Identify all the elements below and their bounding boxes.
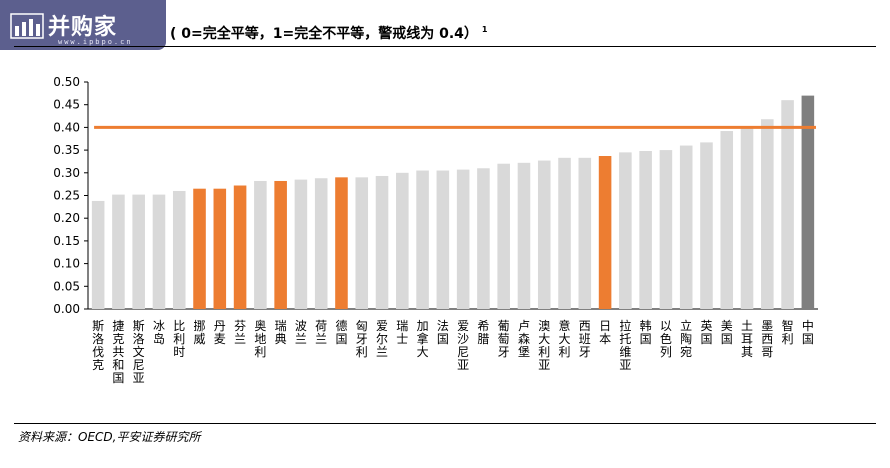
x-category-label: 斯洛文尼亚 — [133, 319, 145, 385]
bar — [537, 160, 551, 309]
x-category-label: 西班牙 — [579, 319, 591, 359]
bar — [477, 168, 490, 309]
y-tick-label: 0.20 — [53, 211, 80, 225]
building-chart-icon — [10, 13, 44, 39]
x-category-label: 立陶宛 — [680, 318, 692, 359]
x-category-label: 加拿大 — [417, 319, 429, 359]
x-category-label: 瑞典 — [275, 319, 287, 346]
x-category-label: 挪威 — [194, 319, 206, 346]
bar — [294, 179, 308, 309]
x-category-label: 日本 — [599, 319, 611, 346]
x-category-label: 英国 — [700, 319, 712, 346]
logo: 并购家 www.ipbpo.cn — [0, 0, 166, 50]
x-category-label: 匈牙利 — [356, 319, 368, 359]
x-category-label: 土耳其 — [741, 319, 753, 359]
bottom-rule — [14, 423, 876, 424]
bar — [152, 194, 166, 309]
y-tick-label: 0.10 — [53, 257, 80, 271]
bar — [91, 200, 105, 309]
y-axis: 0.00 0.05 0.10 0.15 0.20 0.25 0.30 0.35 0.40 0.45… — [53, 75, 818, 316]
bar — [355, 177, 369, 309]
y-tick-label: 0.25 — [53, 189, 80, 203]
bar — [598, 156, 612, 309]
bar-series — [91, 95, 815, 310]
logo-url: www.ipbpo.cn — [58, 38, 133, 46]
x-category-label: 芬兰 — [234, 319, 246, 346]
y-tick-label: 0.35 — [53, 143, 80, 157]
x-category-label: 意大利 — [559, 318, 571, 359]
bar — [558, 157, 571, 309]
top-rule — [14, 46, 876, 47]
bar — [396, 172, 409, 309]
bar — [578, 157, 592, 309]
x-category-label: 美国 — [721, 319, 733, 346]
y-tick-label: 0.15 — [53, 234, 80, 248]
x-category-label: 捷克共和国 — [112, 319, 124, 385]
bar — [375, 175, 389, 309]
x-category-label: 荷兰 — [315, 319, 327, 346]
x-category-label: 波兰 — [295, 319, 307, 346]
x-category-label: 墨西哥 — [761, 319, 773, 359]
bar — [213, 188, 227, 309]
x-category-label: 爱沙尼亚 — [457, 319, 469, 372]
source-note: 资料来源：OECD,平安证券研究所 — [18, 430, 201, 444]
chart-title: ( 0=完全平等，1=完全不平等，警戒线为 0.4） 1 — [170, 23, 487, 43]
bar — [801, 95, 815, 310]
logo-text: 并购家 — [48, 15, 118, 40]
bar — [112, 194, 125, 309]
bar — [456, 169, 470, 309]
y-tick-label: 0.40 — [53, 120, 80, 134]
bar — [497, 163, 510, 309]
x-category-label: 韩国 — [640, 318, 652, 346]
x-category-label: 澳大利亚 — [538, 319, 550, 372]
x-category-label: 丹麦 — [214, 319, 226, 346]
x-category-label: 冰岛 — [153, 319, 165, 346]
bar — [639, 151, 652, 309]
x-category-label: 德国 — [335, 318, 347, 346]
bar — [132, 194, 145, 309]
x-axis-labels: 斯洛伐克捷克共和国斯洛文尼亚冰岛比利时挪威丹麦芬兰奥地利瑞典波兰荷兰德国匈牙利爱… — [92, 318, 814, 385]
bar — [619, 152, 632, 309]
y-tick-label: 0.50 — [53, 75, 80, 89]
bar — [436, 170, 450, 309]
y-tick-label: 0.30 — [53, 166, 80, 180]
bar — [314, 178, 328, 309]
gini-bar-chart: 0.00 0.05 0.10 0.15 0.20 0.25 0.30 0.35 0.40 0.45… — [53, 75, 818, 385]
x-category-label: 拉托维亚 — [619, 318, 631, 372]
x-category-label: 奥地利 — [254, 319, 266, 359]
x-category-label: 希腊 — [477, 318, 489, 346]
x-category-label: 瑞士 — [396, 319, 408, 346]
bar — [700, 142, 713, 309]
bar — [517, 162, 531, 309]
x-category-label: 智利 — [782, 318, 794, 346]
bar — [172, 190, 186, 309]
bar — [233, 185, 247, 309]
bar — [781, 100, 794, 309]
x-category-label: 比利时 — [173, 319, 185, 359]
bar — [193, 188, 206, 309]
x-category-label: 中国 — [802, 318, 814, 346]
bar — [416, 170, 429, 309]
bar — [679, 145, 693, 309]
chart-title-text: ( 0=完全平等，1=完全不平等，警戒线为 0.4） — [170, 26, 478, 42]
bar — [761, 119, 774, 309]
x-category-label: 以色列 — [660, 319, 672, 359]
x-category-label: 斯洛伐克 — [92, 319, 104, 372]
bar — [659, 150, 673, 309]
bar — [720, 131, 734, 309]
bar — [254, 180, 267, 309]
x-category-label: 葡萄牙 — [498, 319, 510, 359]
bar — [740, 128, 754, 309]
y-tick-label: 0.00 — [53, 302, 80, 316]
bar — [335, 177, 348, 309]
x-category-label: 爱尔兰 — [376, 319, 388, 359]
x-category-label: 法国 — [437, 319, 449, 346]
y-tick-label: 0.05 — [53, 279, 80, 293]
bar — [274, 180, 287, 309]
title-superscript: 1 — [481, 25, 488, 35]
x-category-label: 卢森堡 — [518, 318, 530, 359]
y-tick-label: 0.45 — [53, 98, 80, 112]
